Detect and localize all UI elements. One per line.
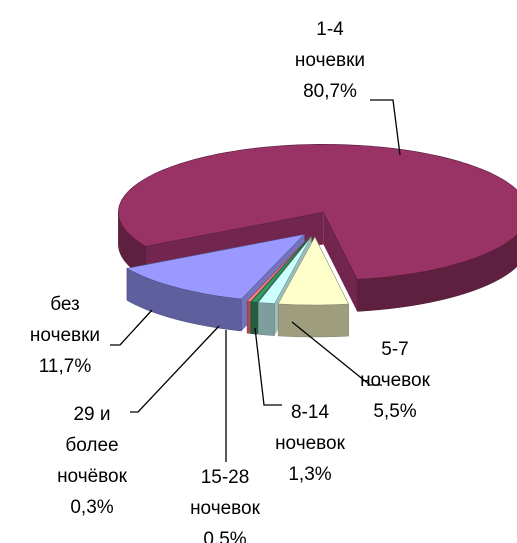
category-label: 1-4 [316, 19, 344, 40]
slice-wall [277, 303, 349, 338]
leader-lines [110, 99, 401, 462]
slice-top [118, 144, 517, 280]
slice [277, 236, 350, 338]
value-label: 0,5% [203, 529, 246, 543]
category-label: ночевок [190, 498, 261, 519]
value-label: 11,7% [39, 356, 92, 377]
value-label: 5,5% [373, 401, 416, 422]
category-label: более [65, 435, 118, 456]
category-label: без [50, 294, 80, 315]
category-label: ночёвок [57, 466, 128, 487]
value-label: 1,3% [288, 464, 331, 485]
category-label: ночевок [360, 370, 431, 391]
category-label: 5-7 [381, 339, 408, 360]
category-label: ночевки [295, 50, 365, 71]
leader-line [254, 327, 282, 406]
slice-wall [246, 300, 251, 334]
slice-wall [250, 301, 258, 335]
slice-top [126, 233, 306, 300]
slice-top [250, 236, 311, 303]
category-label: 8-14 [291, 402, 329, 423]
slice-top [246, 236, 311, 302]
slice-top [277, 236, 350, 306]
pie [118, 144, 517, 338]
value-label: 80,7% [303, 81, 357, 102]
leader-line [110, 309, 153, 346]
slice-top [257, 236, 312, 304]
leader-line [291, 321, 382, 386]
category-label: 29 и [73, 404, 110, 425]
leader-line [370, 99, 401, 156]
labels: 1-4 ночевки 80,7% 5-7 ночевок 5,5% 8-14 ночевок… [30, 19, 431, 543]
value-label: 0,3% [70, 497, 113, 518]
leader-line [130, 325, 220, 413]
slice-wall [258, 302, 275, 336]
category-label: ночевки [30, 325, 100, 346]
category-label: 15-28 [201, 467, 250, 488]
category-label: ночевок [275, 433, 346, 454]
slice-side [323, 212, 358, 312]
